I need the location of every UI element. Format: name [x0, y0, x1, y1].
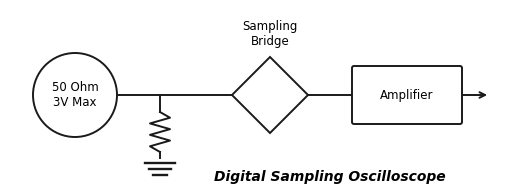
- Text: 50 Ohm
3V Max: 50 Ohm 3V Max: [52, 81, 99, 109]
- FancyBboxPatch shape: [352, 66, 462, 124]
- Ellipse shape: [33, 53, 117, 137]
- Text: Sampling
Bridge: Sampling Bridge: [242, 20, 298, 48]
- Polygon shape: [232, 57, 308, 133]
- Text: Amplifier: Amplifier: [380, 89, 434, 102]
- Text: Digital Sampling Oscilloscope: Digital Sampling Oscilloscope: [214, 170, 446, 184]
